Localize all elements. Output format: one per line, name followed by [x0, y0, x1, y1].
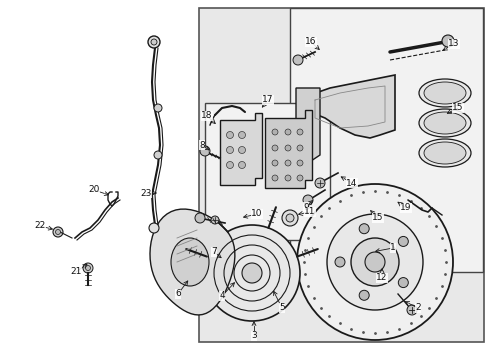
Circle shape [285, 129, 291, 135]
Text: 12: 12 [376, 274, 388, 283]
Circle shape [285, 175, 291, 181]
Polygon shape [150, 209, 235, 315]
Polygon shape [296, 88, 320, 165]
Circle shape [151, 39, 157, 45]
Text: 1: 1 [390, 243, 396, 252]
Circle shape [398, 278, 408, 288]
Ellipse shape [419, 109, 471, 137]
Circle shape [282, 210, 298, 226]
Text: 13: 13 [448, 40, 460, 49]
Ellipse shape [424, 82, 466, 104]
Circle shape [239, 147, 245, 153]
Circle shape [407, 305, 417, 315]
Circle shape [226, 131, 234, 139]
Ellipse shape [424, 142, 466, 164]
Circle shape [297, 160, 303, 166]
Ellipse shape [419, 139, 471, 167]
Circle shape [148, 36, 160, 48]
Circle shape [293, 55, 303, 65]
Circle shape [315, 178, 325, 188]
Circle shape [351, 238, 399, 286]
Circle shape [442, 35, 454, 47]
Circle shape [327, 214, 423, 310]
Circle shape [359, 290, 369, 300]
Circle shape [204, 225, 300, 321]
Text: 8: 8 [199, 140, 205, 149]
Circle shape [53, 227, 63, 237]
Circle shape [242, 263, 262, 283]
Circle shape [297, 145, 303, 151]
Text: 17: 17 [262, 95, 274, 104]
Circle shape [272, 160, 278, 166]
Text: 16: 16 [305, 37, 317, 46]
Text: 7: 7 [211, 248, 217, 256]
Text: 14: 14 [346, 179, 358, 188]
Text: 11: 11 [304, 207, 316, 216]
Bar [205, 103, 330, 240]
Bar [290, 8, 483, 272]
Text: 9: 9 [303, 202, 309, 211]
Circle shape [272, 129, 278, 135]
Circle shape [239, 131, 245, 139]
Circle shape [195, 213, 205, 223]
Polygon shape [265, 110, 312, 188]
Circle shape [83, 263, 93, 273]
Ellipse shape [424, 112, 466, 134]
Text: 21: 21 [70, 267, 82, 276]
Circle shape [398, 237, 408, 247]
Text: 19: 19 [400, 203, 412, 212]
Text: 6: 6 [175, 289, 181, 298]
Text: 4: 4 [219, 292, 225, 301]
Polygon shape [310, 75, 395, 138]
Text: 23: 23 [140, 189, 152, 198]
Circle shape [297, 129, 303, 135]
Text: 15: 15 [372, 213, 384, 222]
Bar [199, 8, 484, 342]
Text: 10: 10 [251, 210, 263, 219]
Polygon shape [220, 113, 262, 185]
Circle shape [272, 175, 278, 181]
Circle shape [200, 146, 210, 156]
Circle shape [286, 214, 294, 222]
Circle shape [239, 162, 245, 168]
Circle shape [285, 145, 291, 151]
Text: 15: 15 [452, 104, 464, 112]
Circle shape [335, 257, 345, 267]
Text: 20: 20 [88, 185, 99, 194]
Circle shape [303, 195, 313, 205]
Circle shape [85, 266, 91, 270]
Circle shape [297, 184, 453, 340]
Circle shape [55, 230, 60, 234]
Circle shape [226, 162, 234, 168]
Text: 5: 5 [279, 303, 285, 312]
Circle shape [154, 104, 162, 112]
Circle shape [285, 160, 291, 166]
Text: 3: 3 [251, 332, 257, 341]
Circle shape [359, 224, 369, 234]
Text: 2: 2 [415, 303, 421, 312]
Circle shape [272, 145, 278, 151]
Circle shape [365, 252, 385, 272]
Circle shape [297, 175, 303, 181]
Ellipse shape [419, 79, 471, 107]
Circle shape [149, 223, 159, 233]
Circle shape [154, 151, 162, 159]
Text: 22: 22 [34, 221, 46, 230]
Circle shape [226, 147, 234, 153]
Ellipse shape [171, 238, 209, 286]
Circle shape [211, 216, 219, 224]
Text: 18: 18 [201, 112, 213, 121]
